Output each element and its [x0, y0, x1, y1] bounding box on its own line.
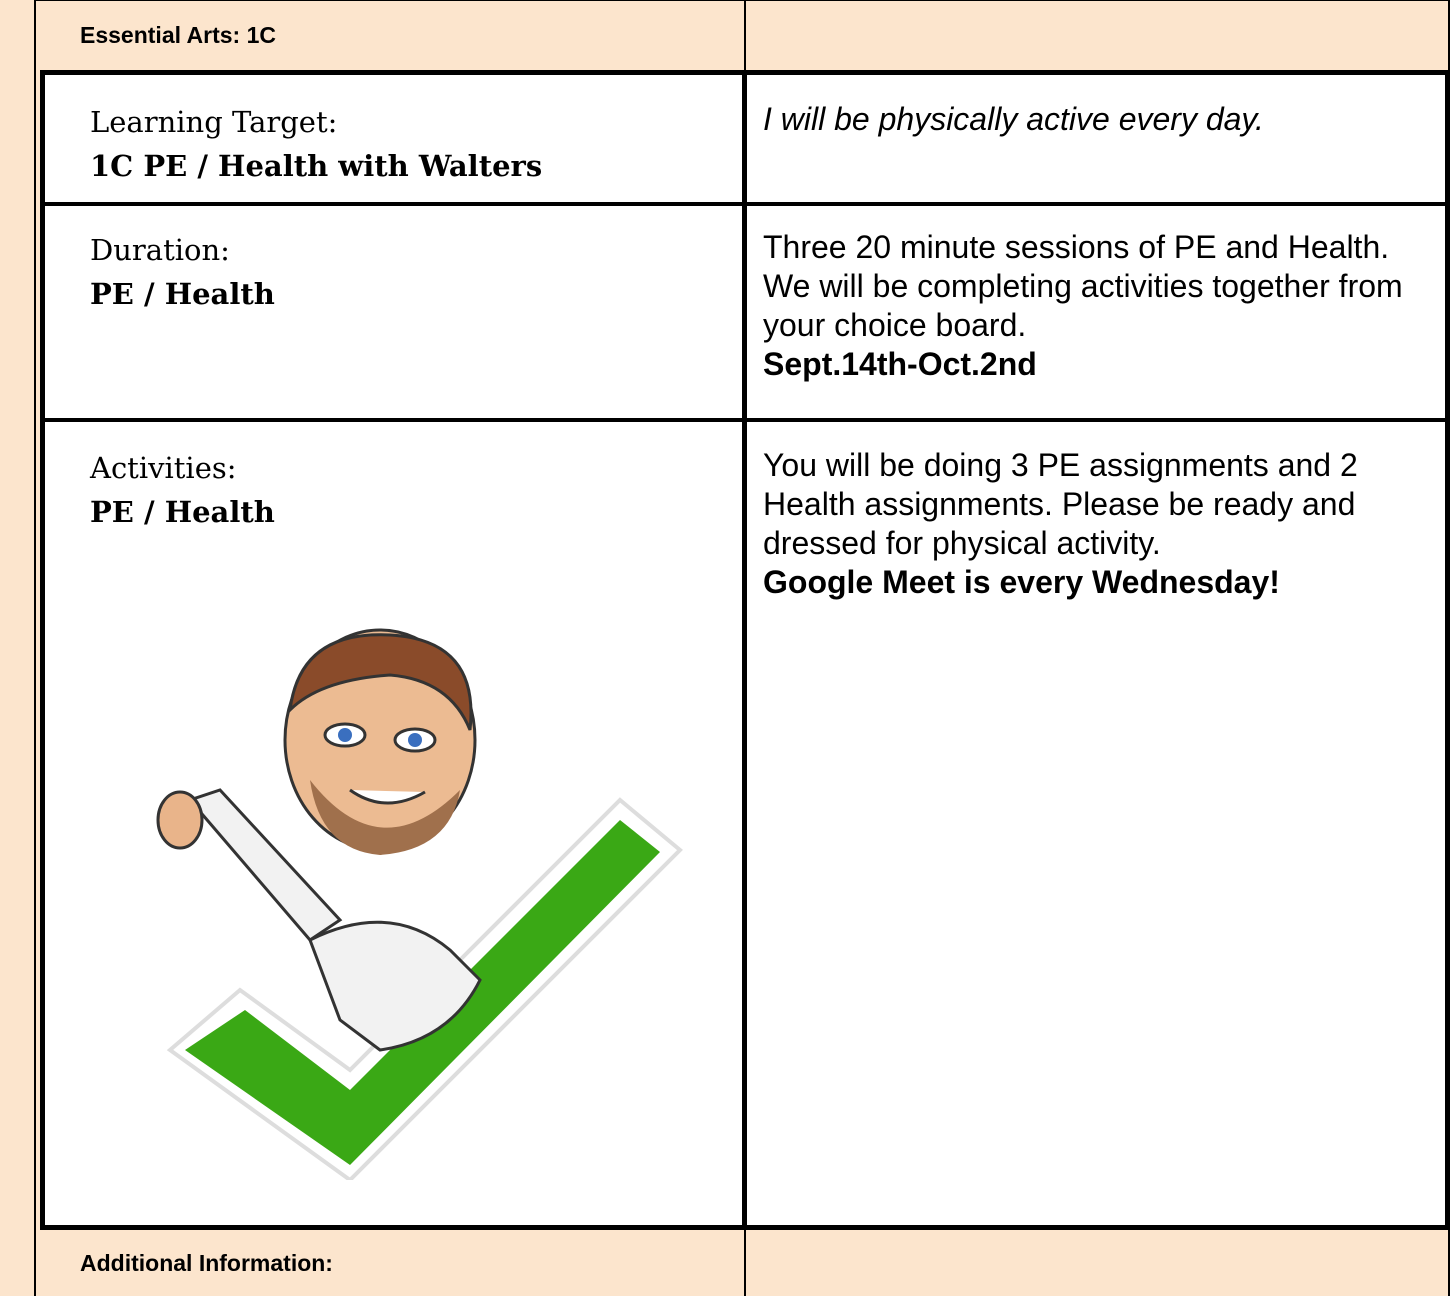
column-divider: [742, 70, 747, 1230]
header-divider: [744, 0, 746, 72]
footer-row: [36, 1230, 1450, 1296]
bold-text: Sept.14th-Oct.2nd: [763, 346, 1037, 382]
text: Three 20 minute sessions of PE and Healt…: [763, 229, 1403, 343]
left-rule: [34, 0, 36, 1296]
avatar-image: [156, 628, 683, 1180]
text: I will be physically active every day.: [763, 101, 1264, 137]
cell: Learning Target: 1C PE / Health with Wal…: [90, 100, 542, 188]
footer-title: Additional Information:: [80, 1250, 333, 1276]
label: Duration:: [90, 233, 230, 267]
cell: Three 20 minute sessions of PE and Healt…: [763, 228, 1433, 384]
heading: 1C PE / Health with Walters: [90, 149, 543, 183]
bold-text: Google Meet is every Wednesday!: [763, 564, 1280, 600]
label: Learning Target:: [90, 105, 338, 139]
heading: PE / Health: [90, 277, 275, 311]
cell: Activities: PE / Health: [90, 446, 275, 534]
header-title: Essential Arts: 1C: [80, 22, 276, 48]
heading: PE / Health: [90, 495, 275, 529]
label: Activities:: [90, 451, 237, 485]
cell: Duration: PE / Health: [90, 228, 275, 316]
footer-divider: [744, 1230, 746, 1296]
cell: You will be doing 3 PE assignments and 2…: [763, 446, 1433, 602]
text: You will be doing 3 PE assignments and 2…: [763, 447, 1358, 561]
header-row: [36, 0, 1450, 72]
